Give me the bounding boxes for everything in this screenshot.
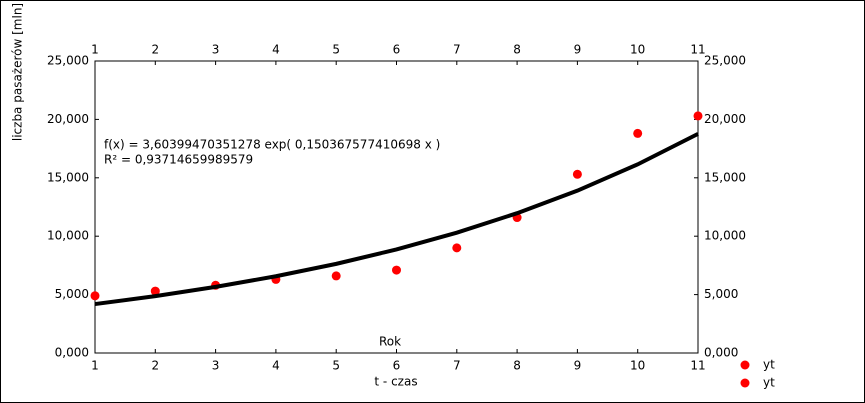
x-tick-label: 9 (574, 359, 582, 373)
y-tick-label: 0,000 (55, 346, 89, 360)
x2-tick-label: 2 (151, 43, 159, 57)
y2-tick-label: 25,000 (704, 54, 746, 68)
point (150, 286, 160, 296)
x-tick-label: 3 (212, 359, 220, 373)
x-tick-label: 5 (332, 359, 340, 373)
point (90, 291, 100, 301)
y-tick-label: 25,000 (47, 54, 89, 68)
y2-tick-label: 5,000 (704, 287, 738, 301)
y2-tick-label: 10,000 (704, 229, 746, 243)
trend-line (94, 132, 699, 307)
point (452, 243, 462, 253)
x2-tick-label: 1 (91, 43, 99, 57)
x-tick-label: 2 (151, 359, 159, 373)
x-tick-label: 1 (91, 359, 99, 373)
point (331, 271, 341, 281)
x-tick-label: 8 (513, 359, 521, 373)
x-tick-label: 7 (453, 359, 461, 373)
x-axis-label: t - czas (374, 375, 417, 389)
x2-tick-label: 6 (393, 43, 401, 57)
y-tick-label: 5,000 (55, 287, 89, 301)
x2-tick-label: 9 (574, 43, 582, 57)
y-axis-label: liczba pasażerów [mln] (11, 3, 25, 141)
point (633, 128, 643, 138)
x-tick-label: 6 (393, 359, 401, 373)
x-tick-label: 4 (272, 359, 280, 373)
annotation: Rok (379, 335, 401, 349)
x2-tick-label: 10 (630, 43, 645, 57)
point (693, 111, 703, 121)
y-tick-label: 15,000 (47, 170, 89, 184)
y-tick-label: 20,000 (47, 112, 89, 126)
x-tick-label: 11 (690, 359, 705, 373)
annotation: R² = 0,93714659989579 (104, 153, 253, 167)
legend-marker (740, 378, 750, 388)
legend-label: yt (763, 376, 775, 390)
x2-tick-label: 11 (690, 43, 705, 57)
y2-tick-label: 15,000 (704, 170, 746, 184)
x2-tick-label: 5 (332, 43, 340, 57)
y-tick-label: 10,000 (47, 229, 89, 243)
x2-tick-label: 7 (453, 43, 461, 57)
y2-tick-label: 0,000 (704, 346, 738, 360)
legend-label: yt (763, 358, 775, 372)
x2-tick-label: 4 (272, 43, 280, 57)
y2-tick-label: 20,000 (704, 112, 746, 126)
annotation: f(x) = 3,60399470351278 exp( 0,150367577… (104, 138, 440, 152)
point (392, 265, 401, 275)
legend-marker (740, 360, 750, 370)
point (572, 169, 582, 179)
x-tick-label: 10 (630, 359, 645, 373)
x2-tick-label: 3 (212, 43, 220, 57)
x2-tick-label: 8 (513, 43, 521, 57)
